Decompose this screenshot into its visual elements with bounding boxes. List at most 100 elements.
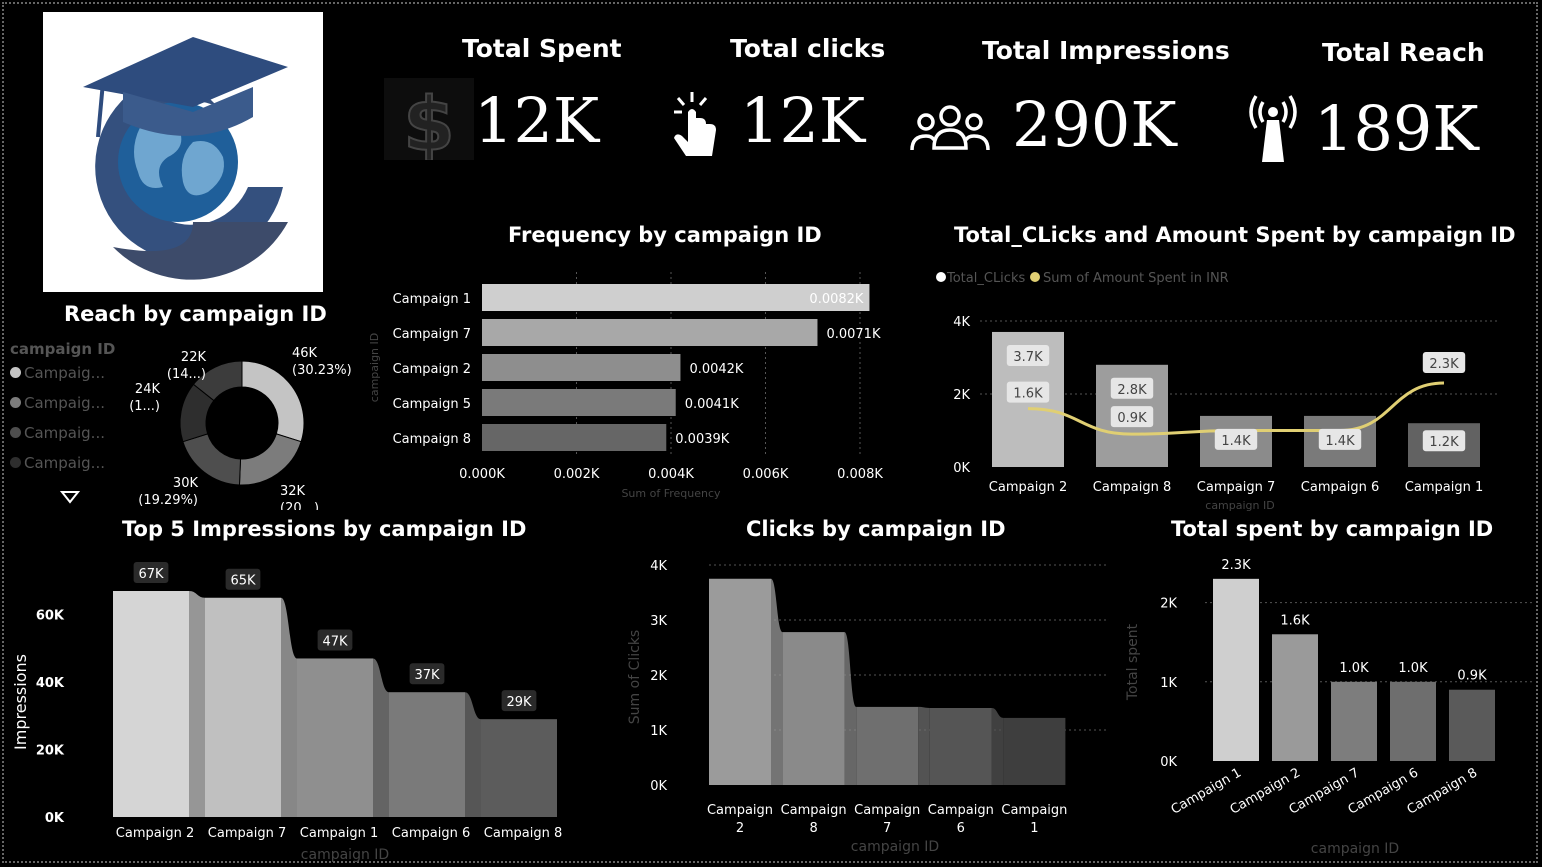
impressions-area-chart: 0K 20K 40K 60K Impressions 67K Campaign 2 65K Ca… (11, 562, 562, 863)
bar-data-label: 1.2K (1429, 435, 1459, 450)
slice-label-pct: (19.29%) (138, 493, 198, 508)
x-tick-label: Campaign 2 (989, 480, 1067, 495)
x-tick-label: Campaign 6 (1301, 480, 1379, 495)
data-label-box (317, 629, 353, 651)
area-segment (856, 706, 919, 785)
data-label-box (409, 663, 445, 685)
area-segment (782, 632, 845, 785)
impressions-chart-title: Top 5 Impressions by campaign ID (122, 517, 527, 541)
bar-data-label: 3.7K (1013, 350, 1043, 365)
data-label: 1.0K (1339, 661, 1369, 676)
x-tick-label: Campaign 7 (208, 826, 286, 841)
area-segment (297, 658, 373, 817)
legend-item-clicks: Total_CLicks (946, 271, 1025, 286)
data-label-box (133, 562, 169, 583)
slice-label: 30K (173, 476, 199, 491)
kpi-title: Total Impressions (982, 36, 1230, 65)
y-tick-label: 3K (650, 614, 667, 629)
line-data-label: 1.6K (1013, 387, 1043, 402)
x-tick-label: Campaign (854, 803, 920, 818)
area-transition (918, 706, 930, 785)
y-tick-label: 40K (36, 676, 65, 691)
bar-data-label: 1.4K (1221, 434, 1251, 449)
x-axis-label: campaign ID (301, 847, 389, 863)
line-data-label: 2.3K (1429, 357, 1459, 372)
kpi-title: Total Reach (1322, 38, 1485, 67)
reach-chart-title: Reach by campaign ID (64, 302, 327, 326)
svg-text:$: $ (403, 82, 455, 160)
bar (482, 284, 870, 311)
y-tick-label: Campaign 8 (393, 432, 471, 447)
x-tick-label: Campaign (781, 803, 847, 818)
slice-label-pct: (30.23%) (292, 363, 352, 378)
y-axis-label: Sum of Clicks (627, 630, 643, 724)
x-tick-label: Campaign (1001, 803, 1067, 818)
x-tick-label-num: 1 (1030, 821, 1038, 836)
x-tick-label: 0.008K (837, 467, 883, 482)
x-tick-label: 0.000K (459, 467, 505, 482)
data-label: 0.0041K (685, 397, 739, 412)
x-axis-label: Sum of Frequency (621, 487, 721, 500)
bar-data-label-box (1110, 377, 1154, 399)
bar (482, 424, 667, 451)
area-segment (389, 692, 465, 817)
kpi-title: Total clicks (730, 34, 886, 63)
bar (1213, 578, 1259, 761)
y-tick-label: Campaign 7 (393, 327, 471, 342)
line-data-label-box (1422, 352, 1466, 374)
legend-title: campaign ID (10, 340, 116, 358)
y-tick-label: Campaign 2 (393, 362, 471, 377)
bar-data-label: 1.4K (1325, 434, 1355, 449)
area-transition (844, 632, 857, 785)
legend-item[interactable]: Campaig... (10, 394, 120, 424)
x-tick-label: Campaign 6 (392, 826, 470, 841)
kpi-value: 189K (1314, 92, 1479, 165)
y-tick-label: 60K (36, 609, 65, 624)
x-tick-label: Campaign 8 (1093, 480, 1171, 495)
area-segment (929, 708, 992, 785)
slice-label: 22K (181, 350, 207, 365)
triangle-down-icon[interactable] (59, 490, 81, 508)
bar (482, 319, 818, 346)
legend-item[interactable]: Campaig... (10, 454, 120, 484)
x-tick-label: 0.006K (743, 467, 789, 482)
x-tick-label-num: 2 (736, 821, 744, 836)
legend-item[interactable]: Campaig... (10, 424, 120, 454)
slice-label-pct: (1...) (129, 399, 160, 414)
data-label: 0.9K (1457, 669, 1487, 684)
bar (482, 354, 681, 381)
area-transition (465, 692, 481, 817)
y-tick-label: 2K (650, 669, 667, 684)
x-tick-label: Campaign 7 (1197, 480, 1275, 495)
legend-item[interactable]: Campaig... (10, 364, 120, 394)
y-axis-label: Impressions (11, 654, 30, 750)
y-tick-label: Campaign 5 (393, 397, 471, 412)
y-tick-label: 20K (36, 744, 65, 759)
area-transition (771, 578, 783, 785)
slice-label-pct: (20...) (280, 501, 319, 510)
x-tick-label: 0.002K (554, 467, 600, 482)
data-label: 0.0071K (826, 327, 880, 342)
x-tick-label: Campaign (707, 803, 773, 818)
x-tick-label: Campaign 1 (300, 826, 378, 841)
y-tick-label: 2K (1160, 597, 1177, 612)
data-label: 0.0042K (689, 362, 743, 377)
x-axis-label: campaign ID (1311, 841, 1399, 857)
data-label: 65K (230, 574, 256, 589)
x-tick-label: Campaign 8 (484, 826, 562, 841)
bar-data-label-box (1318, 428, 1362, 450)
line-data-label: 0.9K (1117, 411, 1147, 426)
kpi-value: 290K (1012, 88, 1177, 161)
slice-label: 46K (292, 346, 318, 361)
y-tick-label: 4K (953, 315, 970, 330)
data-label: 0.0039K (675, 432, 729, 447)
legend-marker-clicks (936, 272, 946, 282)
people-group-icon (908, 102, 992, 154)
bar-data-label-box (1214, 428, 1258, 450)
data-label-box (501, 690, 537, 712)
y-tick-label: 1K (1160, 676, 1177, 691)
y-axis-label: campaign ID (368, 333, 381, 402)
broadcast-tower-icon (1248, 90, 1298, 164)
kpi-card-total-spent: Total Spent $ 12K (384, 30, 644, 170)
